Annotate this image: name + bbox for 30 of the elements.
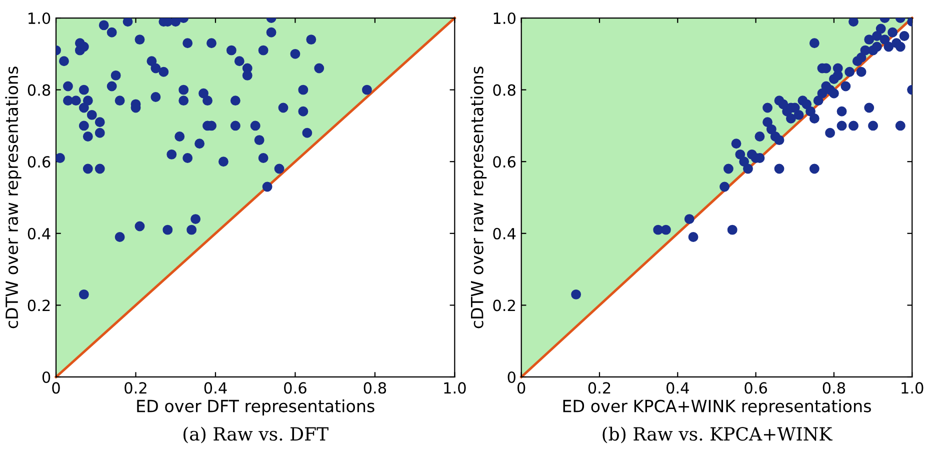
y-axis-title: cDTW over raw representations [470,66,487,328]
y-tick-label: 0.8 [493,84,516,96]
x-tick-label: 0.2 [124,382,146,394]
x-axis-title: ED over KPCA+WINK representations [563,399,871,416]
x-tick-label: 0.8 [364,382,386,394]
y-tick-label: 0.6 [493,156,516,168]
x-tick-label: 0.6 [284,382,306,394]
y-tick-label: 0.4 [28,228,50,240]
x-tick-label: 0.4 [204,382,227,394]
y-tick-label: 1.0 [494,12,516,24]
y-tick-label: 0.4 [493,228,516,240]
x-tick-label: 0.4 [666,382,689,394]
x-tick-label: 0 [52,382,60,394]
x-tick-label: 0.6 [744,382,767,394]
y-tick-label: 0.6 [28,156,50,168]
text: (a) Raw vs. DFT [184,426,328,444]
y-tick-label: 1.0 [28,12,50,24]
x-tick-label: 1.0 [902,382,924,394]
text: (b) Raw vs. KPCA+WINK [602,426,832,444]
y-tick-label: 0.8 [28,84,50,96]
x-tick-label: 1.0 [444,382,466,394]
y-axis-title: cDTW over raw representations [5,66,22,328]
y-tick-label: 0.2 [493,300,515,312]
x-tick-label: 0.8 [822,382,846,394]
y-tick-label: 0 [42,371,50,384]
x-axis-title: ED over DFT representations [137,399,374,416]
y-tick-label: 0.2 [28,300,50,312]
x-tick-label: 0 [517,382,526,394]
y-tick-label: 0 [508,371,516,384]
x-tick-label: 0.2 [588,382,610,394]
